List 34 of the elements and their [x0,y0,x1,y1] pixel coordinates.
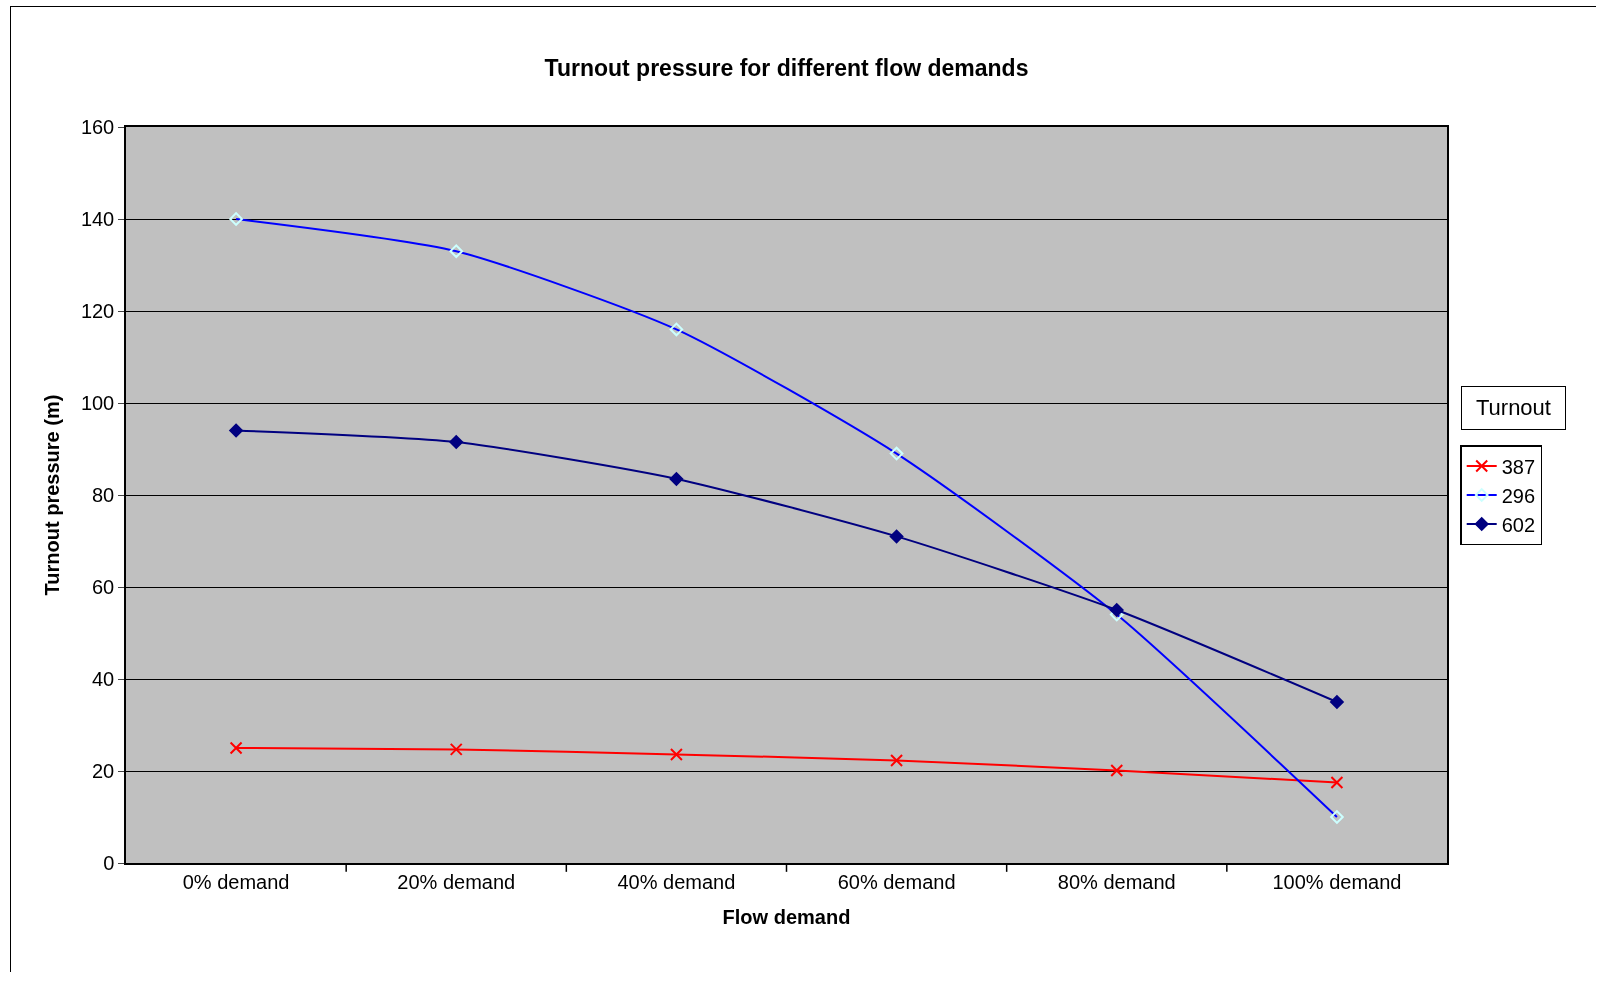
x-tick-label: 60% demand [837,870,956,893]
point [1110,764,1124,778]
point [1330,695,1344,709]
x-tick-label: 20% demand [397,870,516,893]
x-tick-label: 80% demand [1057,870,1176,893]
x-tick-label: 0% demand [182,870,290,893]
legend-label: 387 [1501,455,1536,478]
y-tick-label: 20 [92,760,115,782]
point [669,472,684,486]
point [229,741,243,755]
x-tick-label: 40% demand [617,870,736,893]
legend-title: Turnout [1460,385,1566,430]
chart-title: Turnout pressure for different flow demands [544,55,1029,82]
point [229,423,243,438]
y-axis-title: Turnout pressure (m) [40,394,63,596]
y-tick-label: 120 [80,300,115,322]
x-axis-title: Flow demand [722,905,851,928]
y-tick-label: 80 [92,484,115,506]
y-tick-label: 0 [103,852,115,874]
y-tick-label: 140 [80,208,115,230]
point [669,747,683,761]
y-tick-label: 160 [80,116,115,138]
point [889,529,904,544]
y-tick-label: 40 [92,668,115,690]
point [449,742,463,756]
point [449,435,464,449]
legend-label: 602 [1501,513,1536,536]
point [890,753,904,767]
y-tick-label: 60 [92,576,115,598]
legend-label: 296 [1501,484,1536,507]
x-tick-label: 100% demand [1272,870,1402,893]
point [1109,603,1124,617]
point [1330,776,1344,789]
y-tick-label: 100 [80,392,115,414]
